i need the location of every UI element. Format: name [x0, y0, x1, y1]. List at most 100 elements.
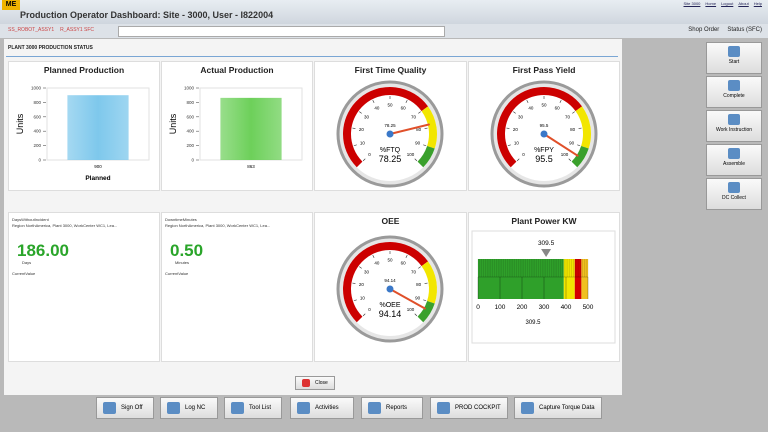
chart-tile: First Pass Yield 0 10 20 30 40 50 60 70 80 90 100 95… [468, 61, 620, 191]
tick-label: 50 [541, 103, 547, 108]
gauge-value-small: 95.5 [540, 123, 549, 128]
tick-mark [577, 144, 581, 147]
gauge-value: 94.14 [379, 309, 402, 319]
chart: 0 100 200 300 400 500 309.5 309.5 [471, 230, 616, 344]
side-label: Work Instruction [715, 127, 753, 133]
tick-label: 100 [407, 307, 415, 312]
side-button[interactable]: Complete [706, 76, 762, 108]
chip[interactable]: R_ASSY1 SFC [60, 27, 95, 33]
tick-label: 60 [555, 106, 561, 111]
top-link[interactable]: Help [753, 1, 762, 6]
side-icon [728, 114, 740, 125]
tick-mark [405, 255, 408, 258]
y-tick-label: 800 [33, 100, 41, 105]
chart-tile: OEE 0 10 20 30 40 50 60 70 80 90 100 94.14 %OEE 94.14 [314, 212, 467, 362]
side-button[interactable]: Start [706, 42, 762, 74]
gauge-band [417, 145, 435, 168]
tick-label: 0 [522, 152, 525, 157]
kpi-scope: Region NorthAmerica, Plant 3000, WorkCen… [12, 223, 118, 228]
gauge-needle [543, 133, 579, 157]
bottom-button[interactable]: PROD COCKPIT [430, 397, 508, 419]
close-button[interactable]: Close [295, 376, 335, 390]
bottom-icon [521, 402, 534, 414]
value-label: 309.5 [538, 240, 555, 247]
bottom-icon [437, 402, 450, 414]
x-tick-label: 0 [476, 304, 480, 311]
bottom-label: Activities [315, 405, 339, 411]
tick-label: 20 [359, 282, 365, 287]
chip[interactable]: SS_ROBOT_ASSY1 [8, 27, 55, 33]
bar [220, 97, 282, 160]
gauge-band [571, 145, 589, 168]
tick-mark [559, 100, 562, 103]
tick-label: 40 [528, 106, 534, 111]
chart-title: Actual Production [200, 65, 274, 75]
side-icon [728, 182, 740, 193]
top-link[interactable]: Home [705, 1, 717, 6]
bottom-button[interactable]: Tool List [224, 397, 282, 419]
x-axis-label: Planned [85, 175, 110, 182]
tick-label: 50 [387, 258, 393, 263]
toolbar-link[interactable]: Status (SFC) [727, 27, 762, 33]
tick-mark [353, 144, 357, 147]
y-axis-label: Units [168, 113, 178, 134]
chart: 0 200 400 600 800 1000 Units 863 [168, 86, 303, 169]
bottom-button[interactable]: Sign Off [96, 397, 154, 419]
kpi-name: DowntimeMinutes [165, 217, 197, 222]
tick-mark [414, 313, 418, 317]
y-tick-label: 800 [186, 100, 194, 105]
search-input[interactable] [118, 26, 445, 37]
kpi-tile: DowntimeMinutes Region NorthAmerica, Pla… [161, 212, 313, 362]
toolbar-link[interactable]: Shop Order [688, 27, 720, 33]
gauge-frame [471, 230, 616, 344]
tick-mark [516, 158, 520, 162]
tick-label: 80 [570, 127, 576, 132]
side-button[interactable]: Work Instruction [706, 110, 762, 142]
kpi-name: DaysWithoutIncident [12, 217, 49, 222]
bottom-icon [368, 402, 381, 414]
gauge-hub [540, 130, 548, 138]
kpi-footer: CurrentValue [12, 271, 36, 276]
side-icon [728, 80, 740, 91]
side-button[interactable]: Assemble [706, 144, 762, 176]
x-tick-label: 200 [517, 304, 528, 311]
gauge-label: %FTQ [380, 147, 401, 154]
top-link[interactable]: Site 3000 [683, 1, 701, 6]
tick-mark [414, 158, 418, 162]
top-link[interactable]: About [738, 1, 749, 6]
value-footer: 309.5 [525, 320, 541, 326]
side-label: Start [728, 59, 740, 65]
tick-label: 70 [411, 269, 417, 274]
gauge-hub [386, 285, 394, 293]
top-link[interactable]: Logout [721, 1, 734, 6]
x-tick-label: 400 [561, 304, 572, 311]
bottom-button[interactable]: Activities [290, 397, 354, 419]
chart-tile: First Time Quality 0 10 20 30 40 50 60 70 80 90 100… [314, 61, 467, 191]
y-tick-label: 0 [38, 158, 41, 163]
tick-mark [423, 299, 427, 302]
side-button[interactable]: DC Collect [706, 178, 762, 210]
tick-mark [353, 299, 357, 302]
tick-label: 90 [415, 140, 421, 145]
gauge-value: 78.25 [379, 154, 402, 164]
kpi-unit: Days [22, 260, 32, 265]
gauge-band [478, 259, 564, 299]
y-tick-label: 600 [33, 114, 41, 119]
gauge-band [581, 259, 588, 299]
tick-mark [372, 255, 375, 258]
y-axis-label: Units [15, 113, 25, 134]
bottom-button[interactable]: Reports [361, 397, 423, 419]
bottom-label: PROD COCKPIT [455, 405, 501, 411]
page-title: Production Operator Dashboard: Site - 30… [20, 10, 274, 20]
gauge-band [497, 87, 583, 168]
bottom-button[interactable]: Log NC [160, 397, 218, 419]
bottom-button[interactable]: Capture Torque Data [514, 397, 602, 419]
y-tick-label: 400 [33, 129, 41, 134]
kpi-tile: DaysWithoutIncident Region NorthAmerica,… [8, 212, 160, 362]
y-tick-label: 600 [186, 114, 194, 119]
bottom-icon [103, 402, 116, 414]
close-label: Close [315, 380, 328, 386]
y-tick-label: 1000 [31, 86, 42, 91]
